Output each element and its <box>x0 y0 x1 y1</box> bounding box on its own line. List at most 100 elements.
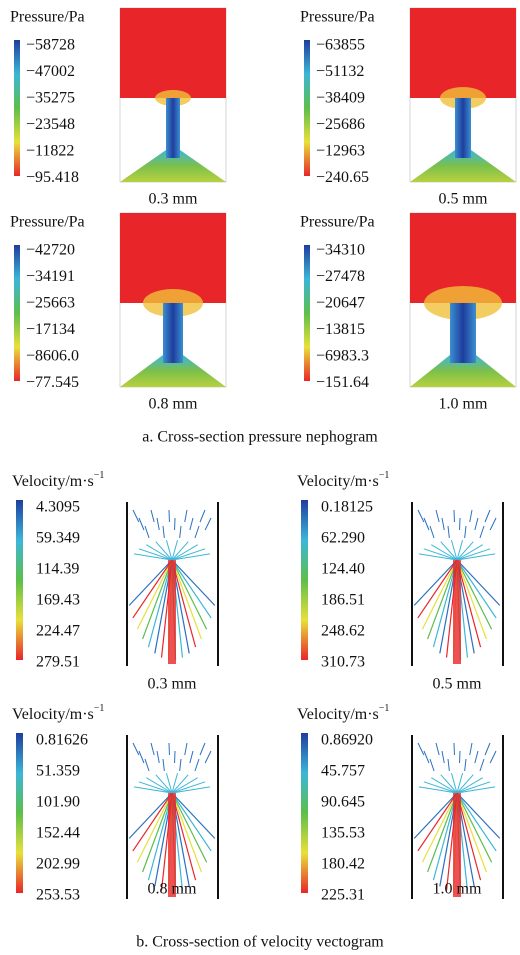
legend-label: 45.757 <box>321 763 365 780</box>
vector <box>485 510 490 522</box>
colorbar <box>301 500 308 660</box>
legend-label: −25663 <box>26 295 75 312</box>
legend-label: −8606.0 <box>26 348 79 365</box>
vector <box>475 751 478 763</box>
legend-label: 59.349 <box>36 530 80 547</box>
legend-label: 101.90 <box>36 794 80 811</box>
vector <box>448 526 449 538</box>
panel: Velocity/m·s−10.8692045.75790.645135.531… <box>297 703 503 903</box>
legend-label: −95.418 <box>26 169 79 186</box>
vector <box>137 560 172 629</box>
colorbar <box>14 245 20 381</box>
case-label: 0.8 mm <box>148 881 197 898</box>
legend-label: 4.3095 <box>36 499 80 516</box>
vector <box>465 759 466 771</box>
case-label: 0.3 mm <box>148 676 197 693</box>
vector <box>430 526 434 538</box>
vector <box>163 759 164 771</box>
legend-label: 253.53 <box>36 887 80 904</box>
legend-title: Velocity/m·s−1 <box>297 703 389 722</box>
case-label: 1.0 mm <box>433 881 482 898</box>
legend-label: 310.73 <box>321 654 365 671</box>
vector <box>195 759 199 771</box>
legend-label: 124.40 <box>321 561 365 578</box>
vector <box>172 793 207 862</box>
vector <box>172 560 207 629</box>
vector <box>480 526 484 538</box>
legend-label: 51.359 <box>36 763 80 780</box>
neck <box>455 98 471 158</box>
legend-title: Velocity/m·s−1 <box>12 470 104 489</box>
vector <box>200 743 205 755</box>
legend-label: −58728 <box>26 37 75 54</box>
vector <box>137 793 172 862</box>
vector <box>424 518 429 530</box>
legend-label: 0.18125 <box>321 499 373 516</box>
legend-label: −11822 <box>26 143 74 160</box>
legend-label: 62.290 <box>321 530 365 547</box>
vector <box>436 510 439 522</box>
case-label: 0.5 mm <box>439 191 488 208</box>
vector <box>422 560 457 629</box>
vector <box>490 518 496 530</box>
case-label: 0.5 mm <box>433 676 482 693</box>
legend-label: −77.545 <box>26 374 79 391</box>
vector <box>480 759 484 771</box>
vector <box>133 743 139 755</box>
vector <box>151 743 154 755</box>
caption: b. Cross-section of velocity vectogram <box>136 934 384 951</box>
legend-label: −240.65 <box>316 169 369 186</box>
vector <box>180 526 181 538</box>
vector <box>133 510 139 522</box>
legend-label: −6983.3 <box>316 348 369 365</box>
colorbar <box>16 733 23 893</box>
vector <box>490 751 496 763</box>
neck <box>450 303 476 363</box>
panel: Velocity/m·s−14.309559.349114.39169.4322… <box>12 470 218 692</box>
jet-core <box>168 560 176 664</box>
caption: a. Cross-section pressure nephogram <box>142 429 378 446</box>
case-label: 1.0 mm <box>439 396 488 413</box>
legend-label: −47002 <box>26 63 75 80</box>
vector <box>436 743 439 755</box>
colorbar <box>16 500 23 660</box>
legend-label: −51132 <box>316 63 364 80</box>
vector <box>190 751 193 763</box>
vector <box>151 510 154 522</box>
legend-label: 224.47 <box>36 623 80 640</box>
high-pressure <box>410 8 516 98</box>
vector <box>139 751 144 763</box>
legend-label: 186.51 <box>321 592 365 609</box>
case-label: 0.8 mm <box>149 396 198 413</box>
vector <box>465 526 466 538</box>
legend-label: −17134 <box>26 321 75 338</box>
vector <box>190 518 193 530</box>
vector <box>418 743 424 755</box>
vector <box>145 526 149 538</box>
legend-label: 0.86920 <box>321 732 373 749</box>
legend-label: 279.51 <box>36 654 80 671</box>
panel: Pressure/Pa−42720−34191−25663−17134−8606… <box>10 213 226 413</box>
legend-title: Pressure/Pa <box>300 9 375 26</box>
vector <box>430 759 434 771</box>
vector <box>200 510 205 522</box>
vector <box>157 518 159 530</box>
vector <box>442 751 444 763</box>
neck <box>163 303 183 363</box>
vector <box>205 518 211 530</box>
vector <box>195 526 199 538</box>
colorbar <box>304 245 310 381</box>
vector <box>422 793 457 862</box>
legend-label: −13815 <box>316 321 365 338</box>
figure: a. Cross-section pressure nephogram b. C… <box>0 0 520 955</box>
legend-title: Velocity/m·s−1 <box>297 470 389 489</box>
panel: Pressure/Pa−34310−27478−20647−13815−6983… <box>300 213 516 413</box>
legend-label: −34191 <box>26 268 75 285</box>
legend-title: Pressure/Pa <box>10 9 85 26</box>
legend-label: −20647 <box>316 295 365 312</box>
vector <box>457 560 492 629</box>
legend-label: −34310 <box>316 242 365 259</box>
legend-label: −38409 <box>316 90 365 107</box>
legend-title: Pressure/Pa <box>10 214 85 231</box>
neck <box>166 98 180 158</box>
